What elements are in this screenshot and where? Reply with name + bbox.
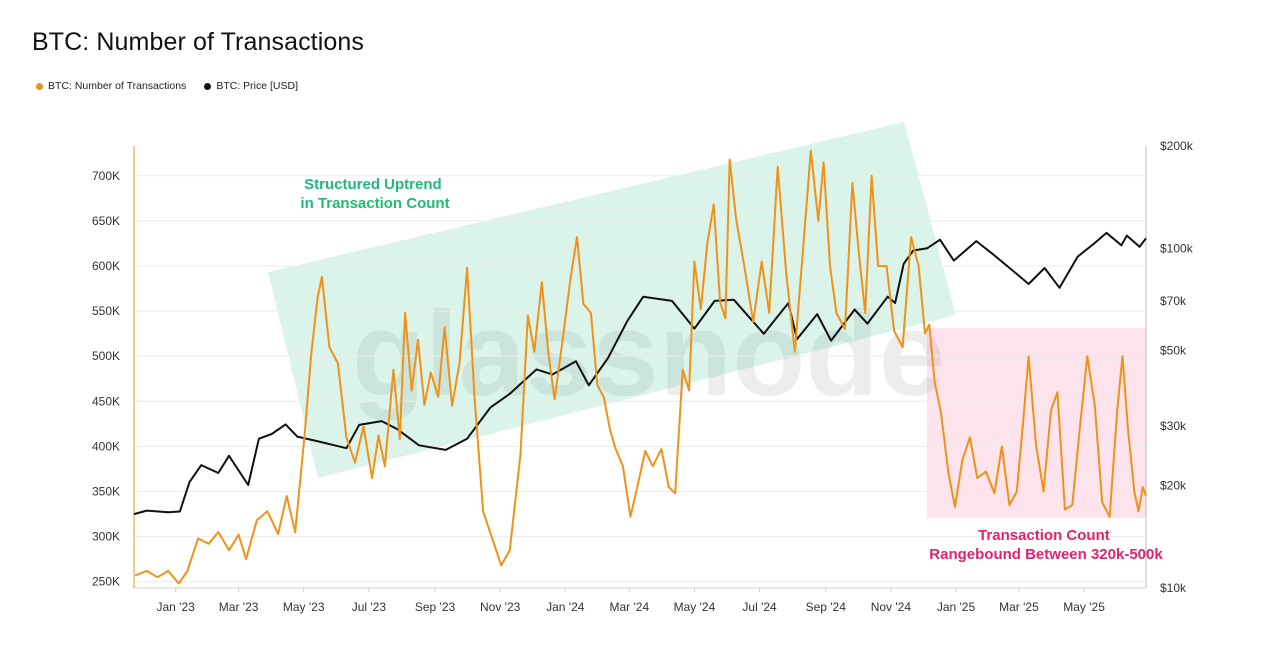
- legend-item-transactions[interactable]: BTC: Number of Transactions: [36, 80, 186, 92]
- rangebound-zone: [927, 328, 1146, 518]
- x-tick-label: Mar '25: [999, 600, 1039, 614]
- chart-title: BTC: Number of Transactions: [32, 28, 364, 56]
- y-left-tick-label: 600K: [92, 259, 120, 273]
- y-right-tick-label: $30k: [1160, 419, 1187, 433]
- x-tick-label: Jan '23: [156, 600, 195, 614]
- rangebound-annotation: Transaction Count Rangebound Between 320…: [929, 527, 1163, 563]
- x-tick-label: Nov '24: [871, 600, 912, 614]
- y-right-tick-label: $70k: [1160, 294, 1187, 308]
- x-tick-label: Jan '24: [546, 600, 585, 614]
- price-series-line: [133, 231, 1147, 516]
- x-tick-label: Jul '23: [352, 600, 387, 614]
- legend-dot-transactions: [36, 82, 43, 90]
- uptrend-zone: [268, 122, 956, 478]
- y-left-tick-label: 400K: [92, 439, 120, 453]
- x-tick-label: Sep '24: [806, 600, 847, 614]
- transactions-series-line: [134, 149, 1147, 585]
- x-tick-label: May '24: [674, 600, 716, 614]
- y-right-tick-label: $200k: [1160, 139, 1194, 153]
- legend-label-transactions: BTC: Number of Transactions: [48, 80, 187, 92]
- x-tick-label: Mar '24: [610, 600, 650, 614]
- uptrend-annotation-line-1: Structured Uptrend: [304, 176, 442, 193]
- legend: BTC: Number of Transactions BTC: Price […: [36, 80, 298, 92]
- left-axis-ticks: 250K 300K 350K 400K 450K 500K 550K 600K 650K 700K: [92, 169, 120, 589]
- x-axis-ticks: Jan '23 Mar '23 May '23 Jul '23 Sep '23 Nov '…: [156, 588, 1105, 614]
- x-tick-label: Sep '23: [415, 600, 456, 614]
- y-left-tick-label: 500K: [92, 349, 120, 363]
- rangebound-annotation-line-1: Transaction Count: [978, 527, 1110, 544]
- y-left-tick-label: 550K: [92, 304, 120, 318]
- legend-label-price: BTC: Price [USD]: [216, 80, 298, 92]
- y-left-tick-label: 650K: [92, 214, 120, 228]
- x-tick-label: Jul '24: [742, 600, 777, 614]
- y-left-tick-label: 700K: [92, 169, 120, 183]
- legend-dot-price: [204, 82, 212, 90]
- y-left-tick-label: 250K: [92, 575, 120, 589]
- uptrend-annotation-line-2: in Transaction Count: [300, 195, 449, 212]
- x-tick-label: Jan '25: [937, 600, 976, 614]
- x-tick-label: Mar '23: [219, 600, 259, 614]
- x-tick-label: Nov '23: [480, 600, 521, 614]
- y-right-tick-label: $50k: [1160, 344, 1187, 358]
- x-tick-label: May '25: [1063, 600, 1105, 614]
- y-left-tick-label: 350K: [92, 484, 120, 498]
- legend-item-price[interactable]: BTC: Price [USD]: [204, 80, 298, 92]
- uptrend-annotation: Structured Uptrend in Transaction Count: [300, 176, 449, 212]
- y-right-tick-label: $10k: [1160, 581, 1187, 595]
- y-left-tick-label: 300K: [92, 530, 120, 544]
- grid: [134, 175, 1146, 583]
- x-tick-label: May '23: [283, 600, 325, 614]
- y-left-tick-label: 450K: [92, 394, 120, 408]
- rangebound-annotation-line-2: Rangebound Between 320k-500k: [929, 546, 1163, 563]
- y-right-tick-label: $100k: [1160, 241, 1194, 255]
- right-axis-ticks: $10k $20k $30k $50k $70k $100k $200k: [1160, 139, 1194, 595]
- y-right-tick-label: $20k: [1160, 479, 1187, 493]
